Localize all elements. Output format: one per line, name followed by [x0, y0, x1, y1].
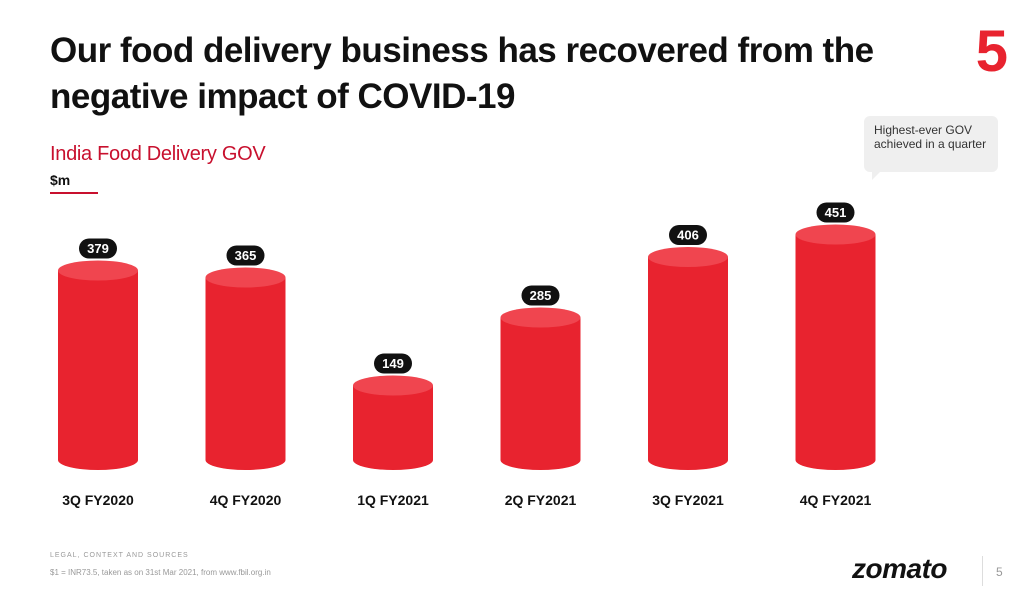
bar-top	[353, 375, 433, 396]
bar-group: 379 3Q FY2020	[58, 238, 138, 508]
bar-group: 149 1Q FY2021	[353, 353, 433, 508]
bar-group: 451 4Q FY2021	[795, 202, 876, 508]
bar-top	[795, 224, 876, 245]
bar	[648, 257, 728, 460]
category-label: 1Q FY2021	[357, 492, 429, 508]
value-label-pill	[374, 353, 412, 374]
value-label-pill	[226, 245, 265, 266]
page-badge: 5	[975, 19, 1008, 84]
bar-group: 406 3Q FY2021	[648, 225, 728, 508]
value-label-pill	[521, 285, 560, 306]
category-label: 4Q FY2021	[800, 492, 872, 508]
category-label: 4Q FY2020	[210, 492, 282, 508]
value-label: 451	[825, 205, 847, 220]
bar	[205, 277, 286, 460]
bar	[500, 317, 581, 460]
value-label-pill	[669, 225, 707, 245]
value-label: 285	[530, 288, 552, 303]
bar-group: 285 2Q FY2021	[500, 285, 581, 508]
unit-underline	[50, 192, 98, 194]
category-label: 2Q FY2021	[505, 492, 577, 508]
value-label-pill	[816, 202, 855, 223]
chart-title: India Food Delivery GOV	[50, 143, 266, 165]
value-label: 365	[235, 248, 257, 263]
footer-page-number: 5	[996, 565, 1003, 579]
bar-top	[500, 307, 581, 328]
bar	[353, 385, 433, 460]
bar	[58, 270, 138, 460]
callout-box: Highest-ever GOV achieved in a quarter	[864, 116, 998, 172]
footer-heading: LEGAL, CONTEXT AND SOURCES	[50, 552, 189, 559]
bar-top	[58, 260, 138, 281]
bar	[795, 234, 876, 460]
bar-group: 365 4Q FY2020	[205, 245, 286, 508]
footer-divider	[982, 556, 983, 586]
bar-top	[648, 247, 728, 267]
slide-title: Our food delivery business has recovered…	[50, 31, 874, 116]
category-label: 3Q FY2021	[652, 492, 724, 508]
value-label: 406	[677, 228, 699, 243]
chart-unit-label: $m	[50, 172, 71, 188]
category-label: 3Q FY2020	[62, 492, 134, 508]
footer-note: $1 = INR73.5, taken as on 31st Mar 2021,…	[50, 568, 271, 577]
zomato-logo: zomato	[852, 553, 948, 584]
value-label: 379	[87, 241, 109, 256]
bar-top	[205, 267, 286, 288]
callout-tail	[872, 170, 882, 180]
value-label-pill	[79, 238, 117, 259]
value-label: 149	[382, 356, 404, 371]
